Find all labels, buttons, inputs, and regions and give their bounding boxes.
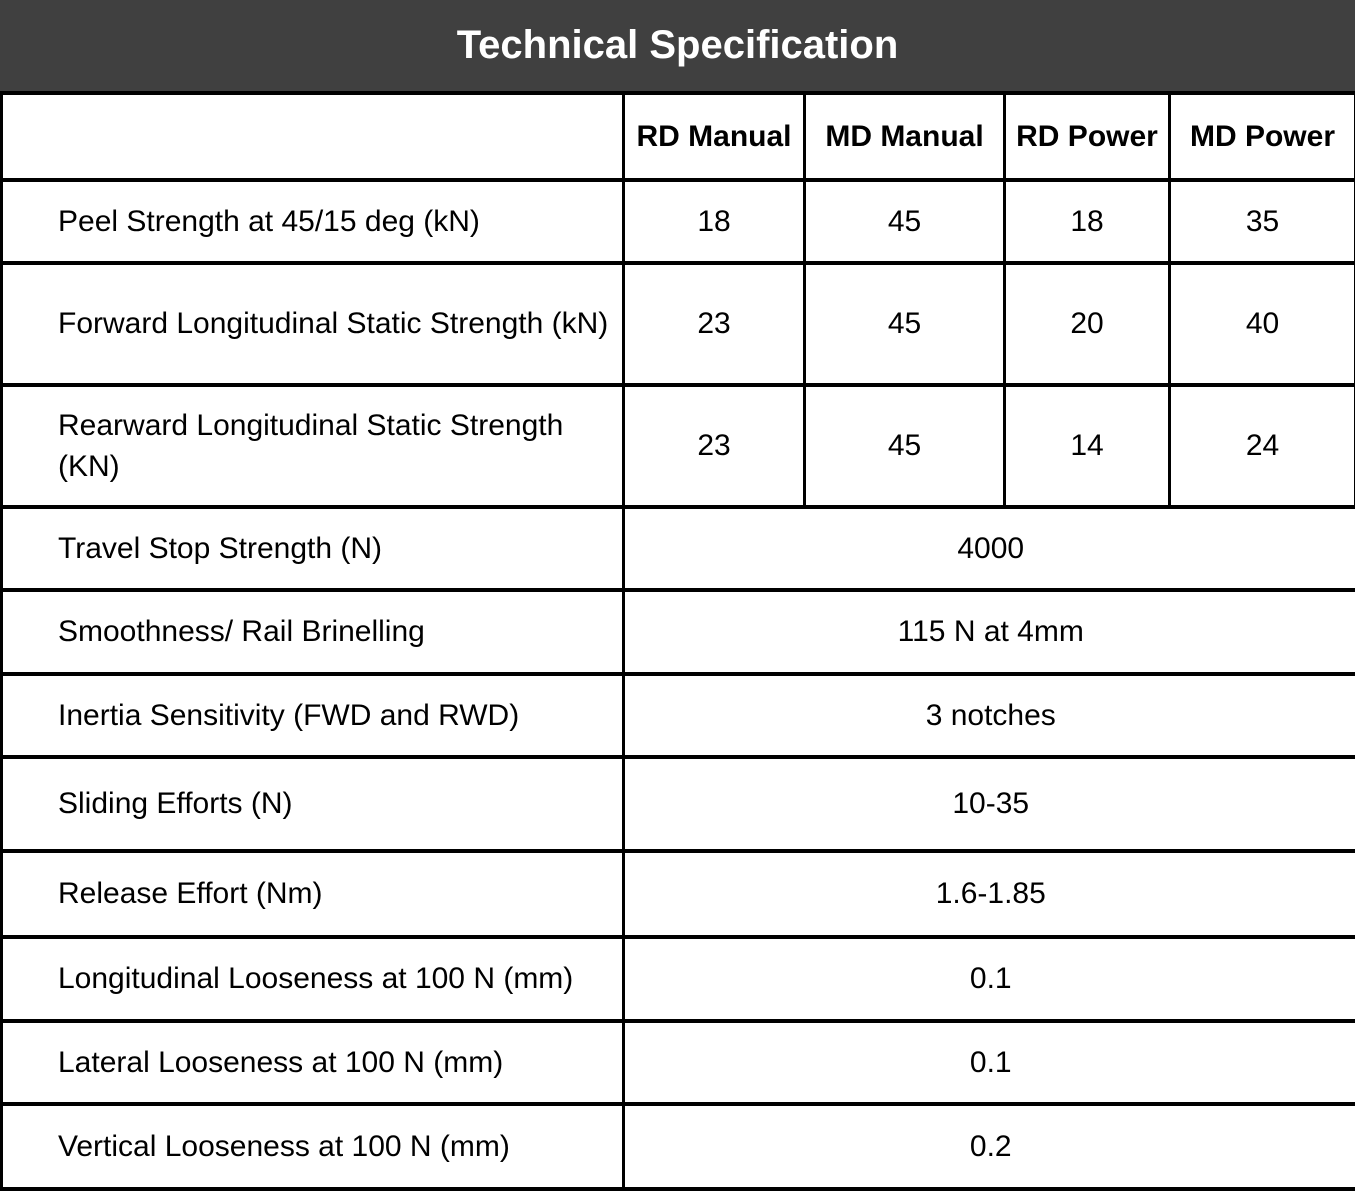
- row-label: Lateral Looseness at 100 N (mm): [0, 1021, 625, 1106]
- header-row: RD Manual MD Manual RD Power MD Power: [0, 95, 1355, 182]
- header-corner-cell: [0, 95, 625, 182]
- row-smoothness-rail-brinelling: Smoothness/ Rail Brinelling 115 N at 4mm: [0, 590, 1355, 676]
- value-cell: 115 N at 4mm: [623, 590, 1355, 676]
- table-title-bar: Technical Specification: [0, 0, 1355, 95]
- value-cell: 3 notches: [623, 674, 1355, 759]
- value-cell: 1.6-1.85: [623, 851, 1355, 939]
- row-travel-stop-strength: Travel Stop Strength (N) 4000: [0, 507, 1355, 592]
- row-label: Release Effort (Nm): [0, 851, 625, 939]
- value-cell: 10-35: [623, 757, 1355, 853]
- row-label: Smoothness/ Rail Brinelling: [0, 590, 625, 676]
- row-label: Inertia Sensitivity (FWD and RWD): [0, 674, 625, 759]
- row-sliding-efforts: Sliding Efforts (N) 10-35: [0, 757, 1355, 853]
- value-cell: 24: [1169, 385, 1355, 509]
- row-label: Vertical Looseness at 100 N (mm): [0, 1104, 625, 1191]
- row-label: Longitudinal Looseness at 100 N (mm): [0, 937, 625, 1023]
- row-label: Rearward Longitudinal Static Strength (K…: [0, 385, 625, 509]
- column-header-rd-manual: RD Manual: [623, 95, 806, 182]
- column-header-md-power: MD Power: [1169, 95, 1355, 182]
- value-cell: 35: [1169, 180, 1355, 265]
- column-header-md-manual: MD Manual: [804, 95, 1006, 182]
- row-label: Travel Stop Strength (N): [0, 507, 625, 592]
- row-peel-strength: Peel Strength at 45/15 deg (kN) 18 45 18…: [0, 180, 1355, 265]
- value-cell: 23: [623, 385, 806, 509]
- value-cell: 18: [623, 180, 806, 265]
- row-lateral-looseness: Lateral Looseness at 100 N (mm) 0.1: [0, 1021, 1355, 1106]
- row-forward-longitudinal-strength: Forward Longitudinal Static Strength (kN…: [0, 263, 1355, 387]
- row-longitudinal-looseness: Longitudinal Looseness at 100 N (mm) 0.1: [0, 937, 1355, 1023]
- row-rearward-longitudinal-strength: Rearward Longitudinal Static Strength (K…: [0, 385, 1355, 509]
- row-label: Sliding Efforts (N): [0, 757, 625, 853]
- value-cell: 45: [804, 263, 1006, 387]
- value-cell: 0.1: [623, 1021, 1355, 1106]
- spec-table: RD Manual MD Manual RD Power MD Power Pe…: [0, 95, 1355, 1191]
- value-cell: 20: [1004, 263, 1171, 387]
- value-cell: 14: [1004, 385, 1171, 509]
- row-vertical-looseness: Vertical Looseness at 100 N (mm) 0.2: [0, 1104, 1355, 1191]
- row-inertia-sensitivity: Inertia Sensitivity (FWD and RWD) 3 notc…: [0, 674, 1355, 759]
- row-label: Forward Longitudinal Static Strength (kN…: [0, 263, 625, 387]
- value-cell: 45: [804, 385, 1006, 509]
- value-cell: 45: [804, 180, 1006, 265]
- value-cell: 0.1: [623, 937, 1355, 1023]
- column-header-rd-power: RD Power: [1004, 95, 1171, 182]
- value-cell: 18: [1004, 180, 1171, 265]
- value-cell: 0.2: [623, 1104, 1355, 1191]
- row-label: Peel Strength at 45/15 deg (kN): [0, 180, 625, 265]
- table-title: Technical Specification: [456, 23, 899, 67]
- row-release-effort: Release Effort (Nm) 1.6-1.85: [0, 851, 1355, 939]
- value-cell: 40: [1169, 263, 1355, 387]
- value-cell: 4000: [623, 507, 1355, 592]
- value-cell: 23: [623, 263, 806, 387]
